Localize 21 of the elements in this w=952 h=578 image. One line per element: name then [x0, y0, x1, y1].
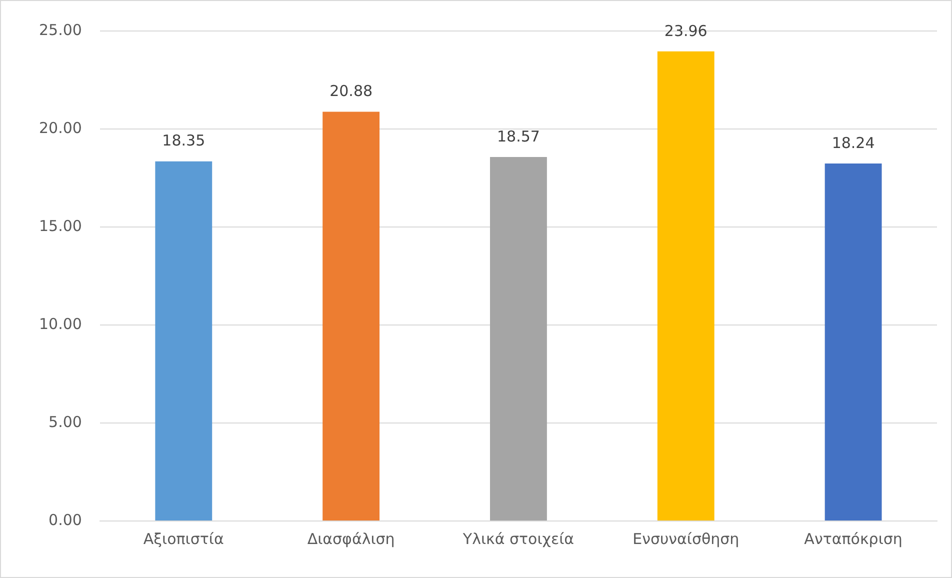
data-label: 23.96	[664, 22, 708, 40]
bar	[490, 157, 547, 520]
y-tick-label: 5.00	[48, 412, 82, 431]
y-tick-label: 20.00	[38, 118, 82, 137]
x-tick-label: Αξιοπιστία	[143, 530, 224, 548]
x-tick-label: Ανταπόκριση	[804, 530, 902, 548]
x-tick-label: Υλικά στοιχεία	[462, 530, 574, 548]
y-tick-label: 15.00	[38, 216, 82, 235]
y-tick-label: 10.00	[38, 314, 82, 333]
bar	[657, 51, 714, 520]
x-tick-label: Ενσυναίσθηση	[632, 530, 740, 548]
data-label: 18.24	[832, 134, 875, 152]
y-tick-label: 0.00	[48, 510, 82, 529]
bar	[155, 161, 212, 520]
bar	[824, 163, 882, 520]
data-label: 20.88	[330, 82, 373, 100]
x-tick-label: Διασφάλιση	[307, 530, 395, 548]
y-tick-label: 25.00	[38, 20, 82, 39]
data-label: 18.35	[162, 132, 206, 150]
data-label: 18.57	[496, 127, 540, 146]
bar	[322, 112, 380, 520]
